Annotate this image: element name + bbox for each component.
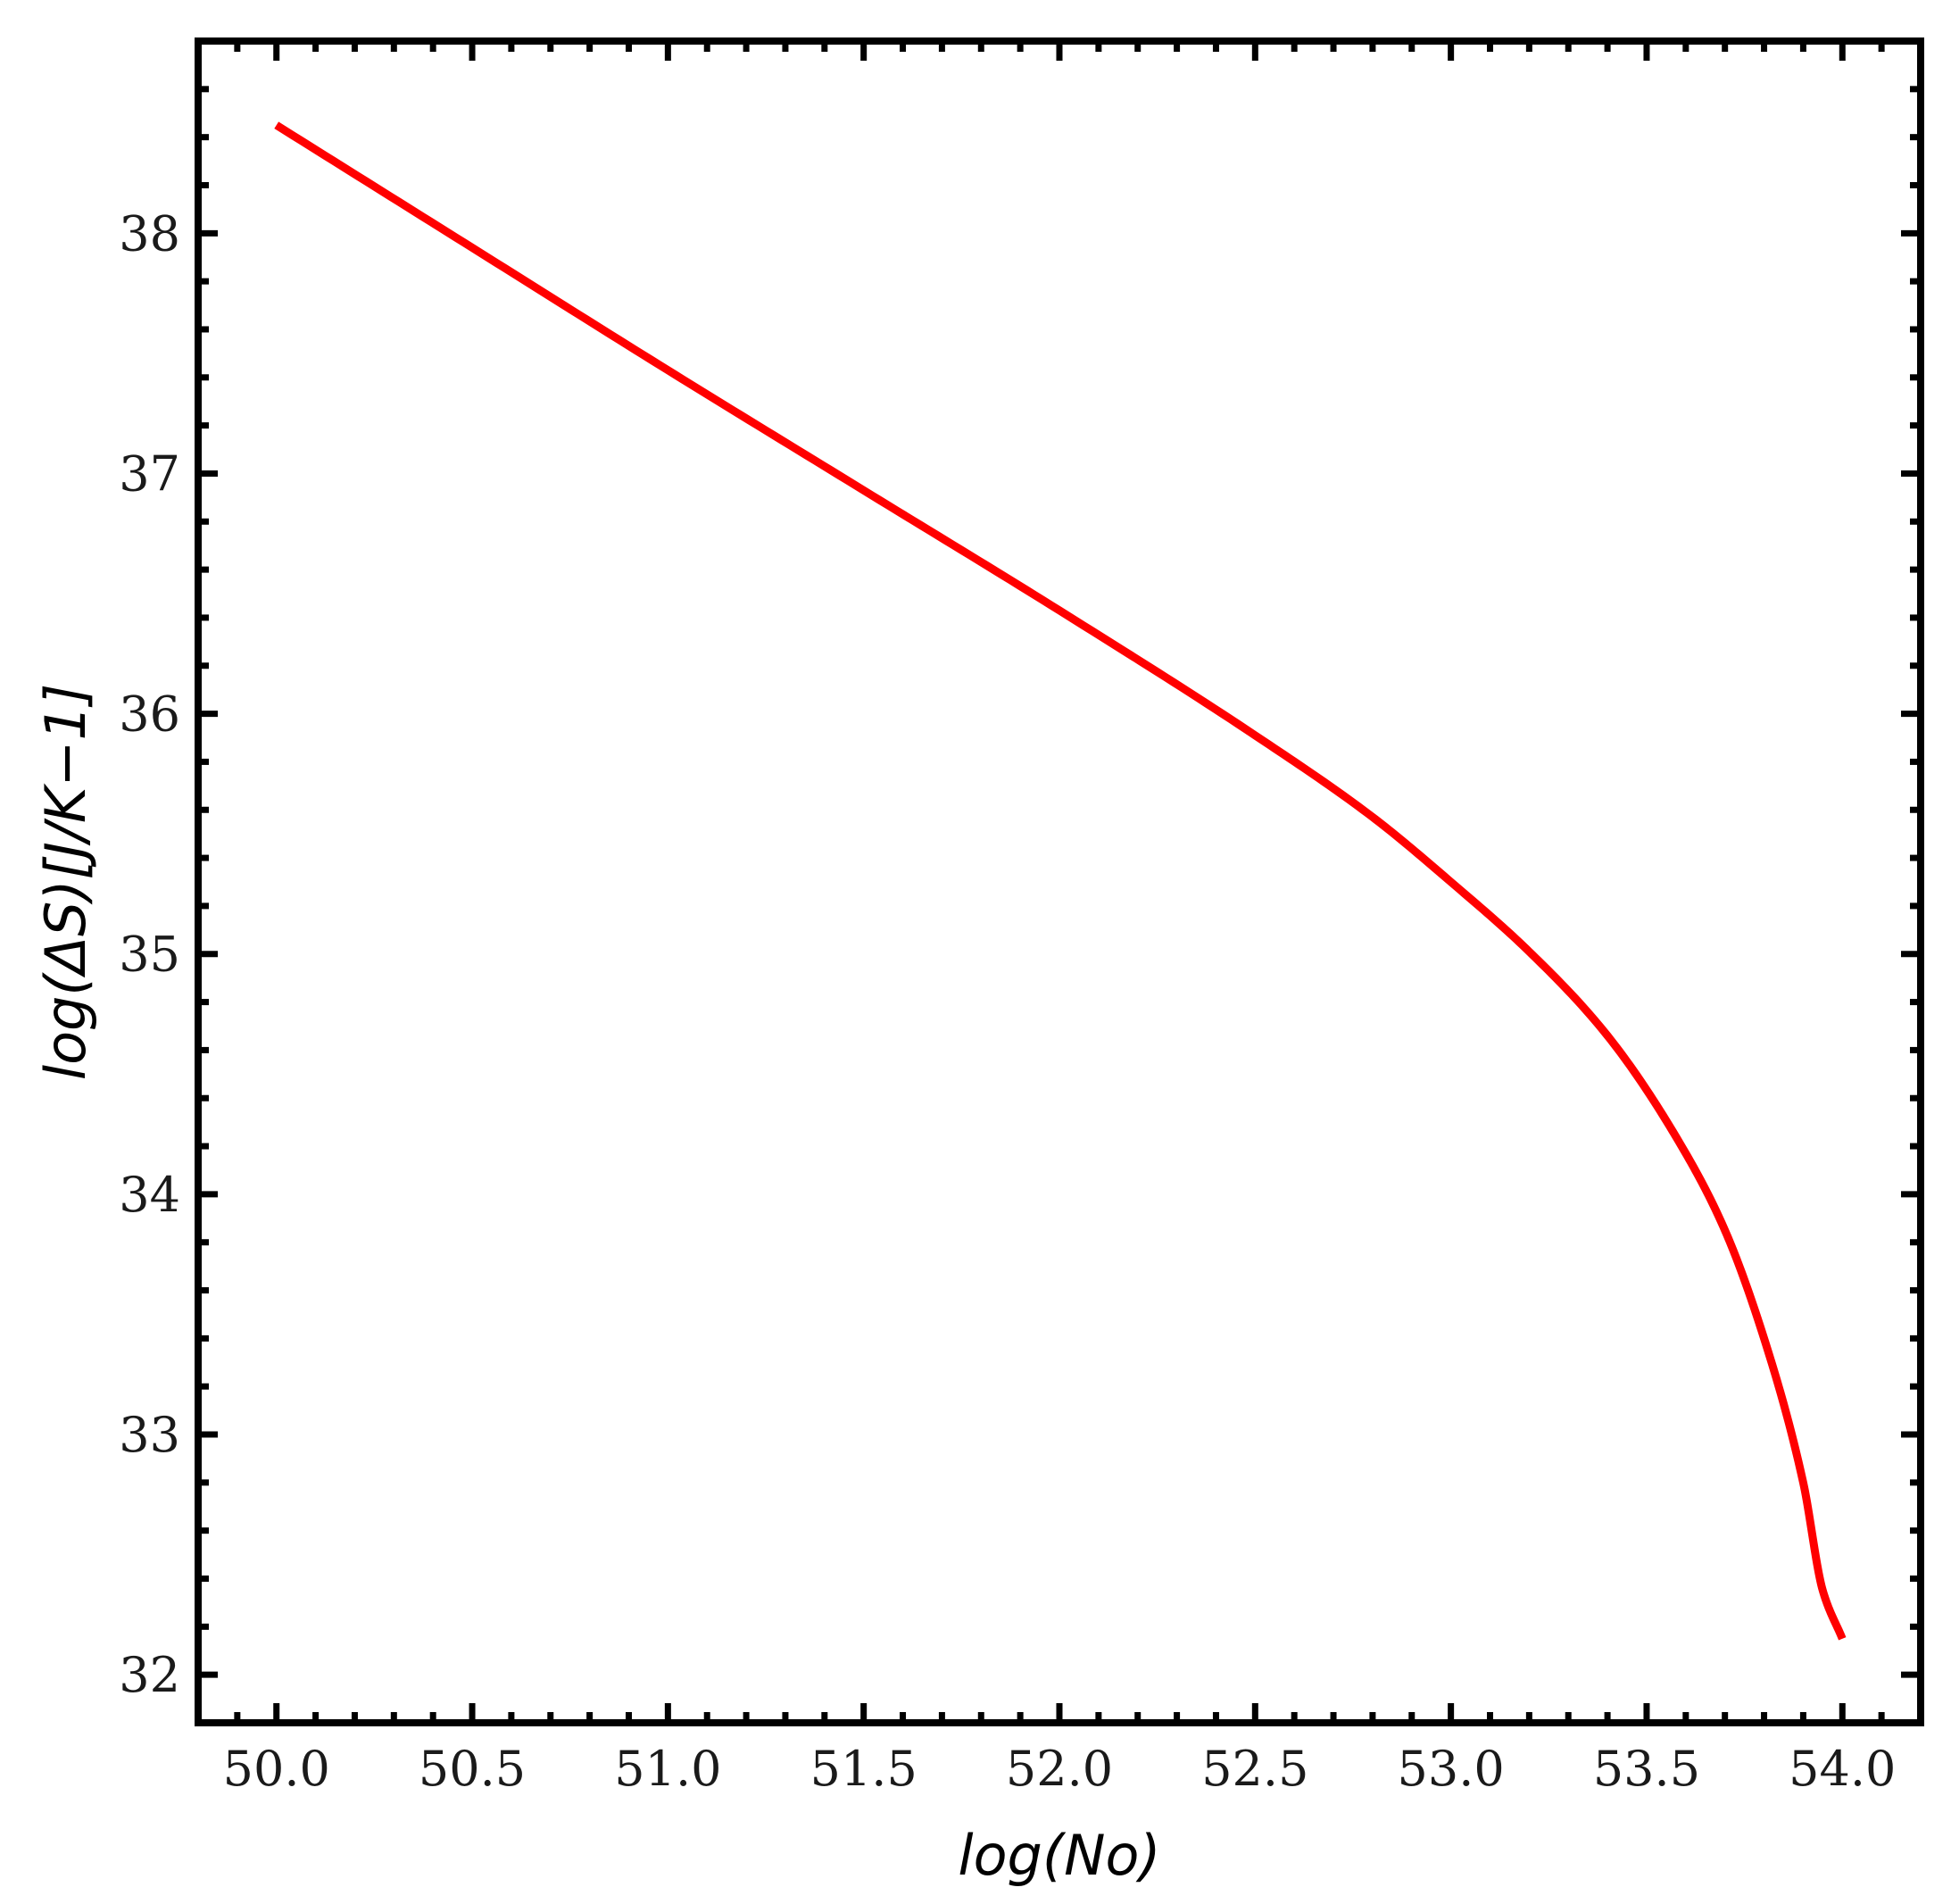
y-tick-label: 36 [119, 686, 180, 743]
y-tick-label: 34 [119, 1167, 180, 1223]
y-tick-label: 37 [119, 445, 180, 502]
x-tick-label: 51.0 [614, 1741, 721, 1797]
x-tick-label: 54.0 [1789, 1741, 1896, 1797]
x-axis-label: log(No) [958, 1823, 1160, 1888]
series-line [274, 121, 1847, 1642]
x-tick-label: 53.5 [1593, 1741, 1700, 1797]
plot-frame [195, 37, 1924, 1726]
x-tick-label: 52.0 [1006, 1741, 1113, 1797]
y-axis-label: log(ΔS)[J/K−1] [33, 684, 98, 1080]
y-tick-label: 33 [119, 1407, 180, 1463]
x-tick-label: 50.5 [419, 1741, 526, 1797]
plot-background [198, 41, 1921, 1723]
x-tick-label: 51.5 [810, 1741, 917, 1797]
x-tick-label: 53.0 [1398, 1741, 1505, 1797]
y-tick-label: 38 [119, 205, 180, 262]
tick-labels: 50.0 50.5 51.0 51.5 52.0 52.5 53.0 53.5 54.0 32 33… [119, 205, 1896, 1797]
y-tick-label: 35 [119, 927, 180, 983]
x-tick-label: 50.0 [223, 1741, 330, 1797]
x-tick-label: 52.5 [1201, 1741, 1308, 1797]
y-tick-label: 32 [119, 1647, 180, 1703]
